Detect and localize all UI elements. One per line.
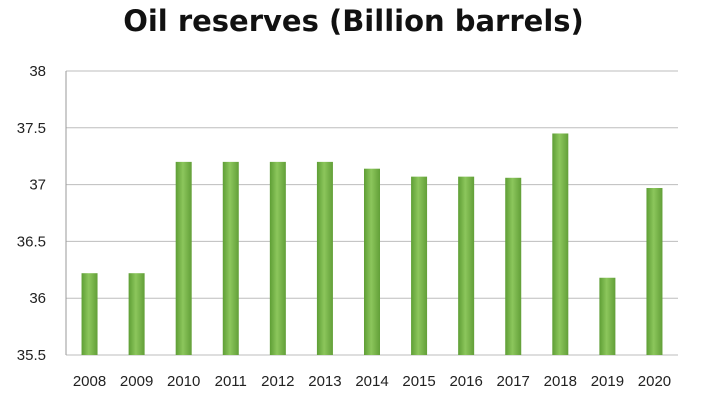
x-tick-label: 2010 [167,373,200,390]
bar-2010 [175,161,192,355]
x-tick-labels: 2008 2009 2010 2011 2012 2013 2014 2015 2016 2017… [73,373,671,390]
bar-2015 [411,176,428,355]
bar-2011 [222,161,239,355]
bar-2018 [552,133,569,355]
bar-2014 [364,168,380,355]
x-tick-label: 2008 [73,373,106,390]
y-tick-label: 37 [29,177,46,194]
y-tick-labels: 35.5 36 36.5 37 37.5 38 [17,63,46,364]
y-tick-label: 37.5 [17,120,46,137]
bar-2013 [316,161,333,355]
bar-2020 [646,188,663,355]
bar-2012 [269,161,286,355]
x-tick-label: 2015 [402,373,435,390]
x-tick-label: 2013 [308,373,341,390]
bar-2008 [81,273,98,355]
x-tick-label: 2018 [544,373,577,390]
x-tick-label: 2012 [261,373,294,390]
x-tick-label: 2016 [449,373,482,390]
x-tick-label: 2011 [215,373,247,390]
x-tick-label: 2014 [355,373,388,390]
bars [81,133,663,355]
chart-title: Oil reserves (Billion barrels) [123,4,584,38]
y-tick-label: 36.5 [17,233,46,250]
x-tick-label: 2019 [591,373,624,390]
x-tick-label: 2017 [497,373,530,390]
x-tick-label: 2009 [120,373,153,390]
bar-2016 [458,176,475,355]
bar-2017 [505,177,522,355]
bar-2009 [128,273,145,355]
bar-2019 [599,277,616,355]
y-tick-label: 38 [29,63,46,80]
y-tick-label: 35.5 [17,347,46,364]
x-tick-label: 2020 [638,373,671,390]
y-tick-label: 36 [29,290,46,307]
